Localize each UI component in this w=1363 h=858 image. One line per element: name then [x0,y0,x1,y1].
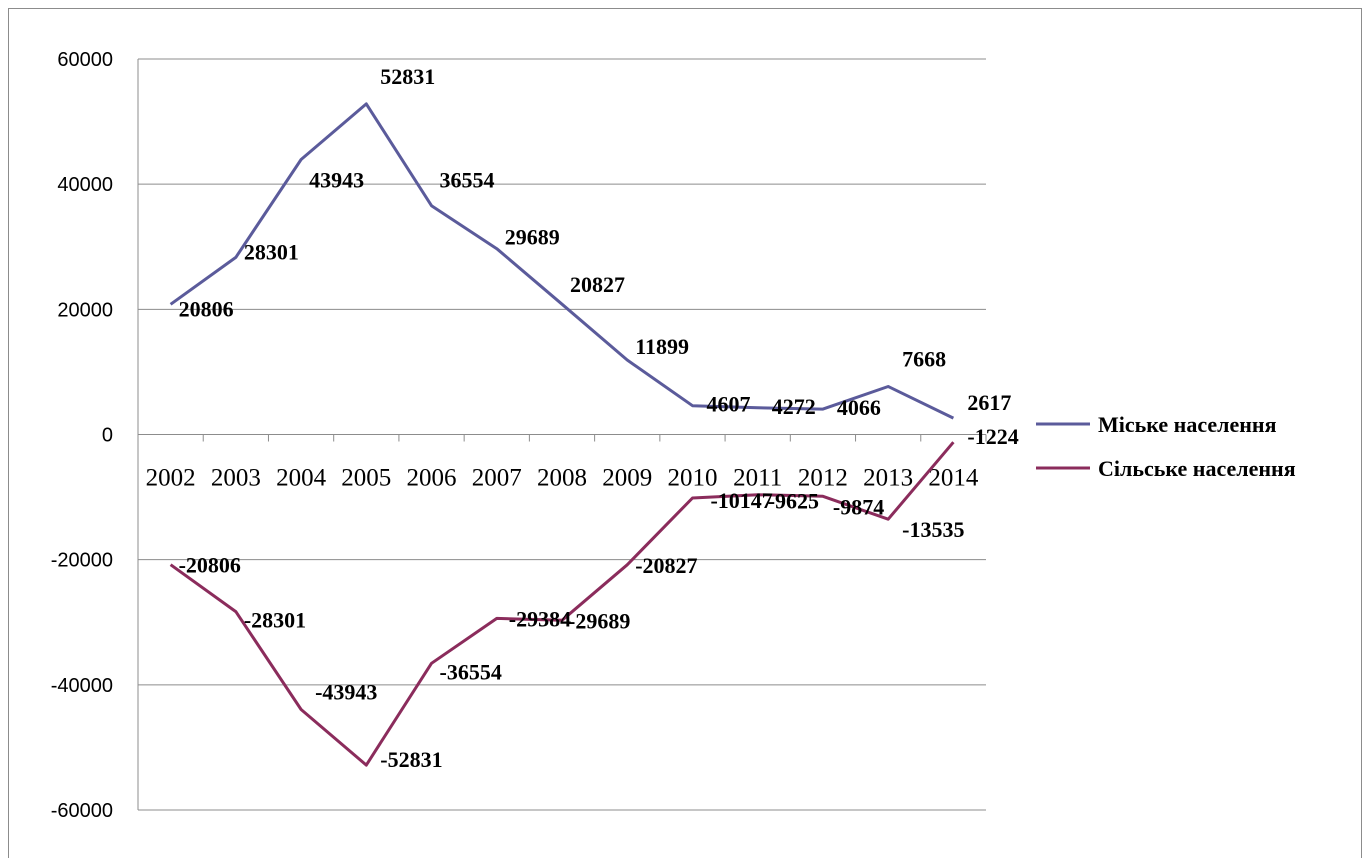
data-label: -9625 [768,489,819,514]
y-tick-label: 40000 [57,174,113,196]
x-tick-label: 2007 [472,465,522,492]
x-tick-label: 2004 [276,465,327,492]
legend-label: Міське населення [1098,412,1277,437]
y-tick-label: 60000 [57,49,113,71]
data-label: 36554 [440,168,495,193]
data-label: -20806 [179,553,241,578]
data-label: -29384 [509,606,571,631]
data-label: 20806 [179,296,234,321]
data-label: -29689 [568,608,630,633]
data-label: 52831 [380,64,435,89]
x-tick-label: 2009 [602,465,652,492]
x-tick-label: 2012 [798,465,848,492]
data-label: 2617 [967,390,1011,415]
data-label: -1224 [967,424,1018,449]
data-label: 4607 [706,392,750,417]
x-tick-label: 2005 [341,465,391,492]
x-tick-label: 2006 [407,465,457,492]
legend-label: Сільське населення [1098,456,1296,481]
x-tick-label: 2013 [863,465,913,492]
data-label: -13535 [902,517,964,542]
data-label: -9874 [833,494,884,519]
data-label: -52831 [380,747,442,772]
data-label: -20827 [635,553,697,578]
data-label: 28301 [244,239,299,264]
data-label: -43943 [315,680,377,705]
data-label: 4272 [772,394,816,419]
x-tick-label: 2002 [146,465,196,492]
data-label: 4066 [837,395,881,420]
x-tick-label: 2008 [537,465,587,492]
data-label: 20827 [570,272,625,297]
data-label: -10147 [710,488,772,513]
y-tick-label: 0 [102,425,113,447]
y-tick-label: 20000 [57,299,113,321]
data-label: -28301 [244,608,306,633]
y-tick-label: -60000 [51,800,113,822]
axes: 60000 40000 20000 0 -20000 -40000 -60000 2002 20… [51,49,986,822]
data-label: -36554 [440,659,502,684]
legend: Міське населення Сільське населення [1036,412,1296,481]
x-tick-label: 2014 [928,465,979,492]
y-tick-label: -20000 [51,550,113,572]
data-label: 7668 [902,347,946,372]
y-tick-label: -40000 [51,675,113,697]
data-label: 29689 [505,225,560,250]
data-labels: 20806 28301 43943 52831 36554 29689 20827 11899… [179,64,1019,772]
x-tick-label: 2003 [211,465,261,492]
data-label: 11899 [635,334,689,359]
data-label: 43943 [309,167,364,192]
